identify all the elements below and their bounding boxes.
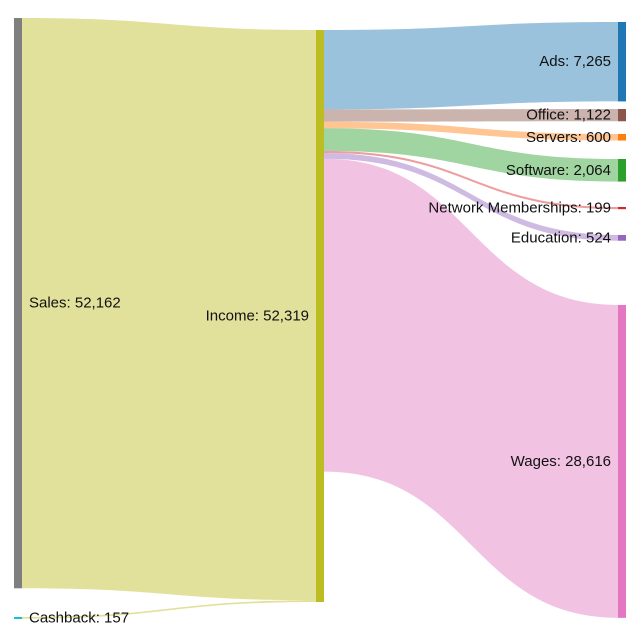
label-sales: Sales: 52,162 <box>29 295 121 312</box>
label-wages: Wages: 28,616 <box>511 453 611 470</box>
label-servers: Servers: 600 <box>526 129 611 146</box>
link-cashback-income <box>22 600 316 619</box>
label-income: Income: 52,319 <box>206 308 309 325</box>
sankey-links <box>22 18 618 619</box>
label-cashback: Cashback: 157 <box>29 610 129 627</box>
link-income-network <box>324 150 618 210</box>
node-network <box>618 207 626 210</box>
sankey-nodes <box>14 18 626 619</box>
sankey-labels: Sales: 52,162 Cashback: 157 Income: 52,319… <box>29 53 611 626</box>
node-servers <box>618 134 626 141</box>
node-office <box>618 109 626 122</box>
node-wages <box>618 305 626 618</box>
link-sales-income <box>22 18 316 601</box>
node-cashback <box>14 617 22 619</box>
label-education: Education: 524 <box>511 229 611 246</box>
link-income-wages <box>324 158 618 618</box>
label-software: Software: 2,064 <box>506 162 611 179</box>
link-income-servers <box>324 121 618 141</box>
link-income-office <box>324 109 618 122</box>
node-ads <box>618 22 626 102</box>
node-education <box>618 235 626 241</box>
node-sales <box>14 18 22 589</box>
label-office: Office: 1,122 <box>526 107 611 124</box>
node-income <box>316 30 324 602</box>
label-ads: Ads: 7,265 <box>539 53 611 70</box>
link-income-education <box>324 152 618 241</box>
link-income-software <box>324 128 618 182</box>
node-software <box>618 159 626 182</box>
link-income-ads <box>324 22 618 110</box>
label-network: Network Memberships: 199 <box>428 200 611 217</box>
